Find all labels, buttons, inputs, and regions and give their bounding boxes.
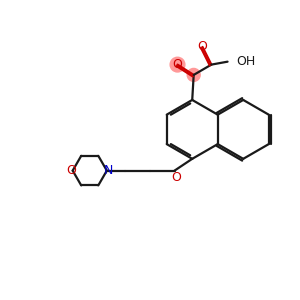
Text: O: O: [66, 164, 76, 177]
Text: OH: OH: [236, 55, 255, 68]
Text: O: O: [172, 58, 182, 71]
Text: O: O: [198, 40, 208, 53]
Text: N: N: [103, 164, 113, 177]
Circle shape: [187, 68, 200, 81]
Text: O: O: [171, 171, 181, 184]
Circle shape: [170, 57, 185, 72]
